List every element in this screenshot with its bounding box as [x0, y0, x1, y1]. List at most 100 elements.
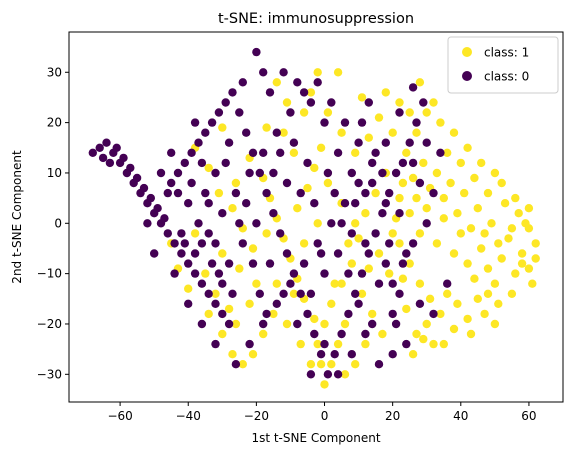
point-class-0 — [429, 309, 438, 319]
point-class-1 — [190, 229, 200, 238]
point-class-1 — [507, 289, 517, 298]
point-class-1 — [388, 229, 397, 238]
point-class-1 — [415, 279, 425, 288]
point-class-0 — [211, 299, 220, 308]
point-class-0 — [248, 259, 258, 268]
point-class-1 — [204, 309, 213, 319]
point-class-0 — [398, 259, 408, 268]
point-class-1 — [436, 309, 445, 319]
point-class-1 — [211, 289, 220, 298]
point-class-1 — [279, 128, 288, 137]
point-class-0 — [88, 148, 98, 157]
point-class-0 — [327, 219, 336, 228]
point-class-1 — [419, 158, 428, 168]
point-class-0 — [299, 88, 309, 97]
point-class-1 — [398, 274, 408, 283]
point-class-1 — [231, 178, 241, 188]
point-class-1 — [449, 128, 459, 137]
point-class-1 — [466, 224, 476, 233]
point-class-1 — [408, 350, 418, 359]
point-class-0 — [296, 289, 305, 298]
point-class-0 — [344, 269, 353, 278]
point-class-0 — [402, 339, 411, 349]
point-class-1 — [470, 173, 479, 183]
point-class-1 — [412, 193, 421, 203]
x-tick-label: 20 — [385, 409, 400, 423]
point-class-0 — [105, 158, 115, 168]
point-class-1 — [231, 319, 241, 329]
point-class-1 — [344, 239, 353, 248]
point-class-1 — [432, 239, 442, 248]
point-class-0 — [303, 309, 312, 319]
point-class-0 — [374, 279, 384, 288]
point-class-0 — [252, 219, 261, 228]
point-class-0 — [224, 138, 234, 147]
point-class-0 — [323, 370, 333, 379]
point-class-1 — [320, 380, 329, 389]
point-class-1 — [511, 269, 520, 278]
point-class-1 — [316, 360, 326, 369]
point-class-0 — [204, 229, 213, 238]
point-class-0 — [167, 148, 176, 157]
plot-area-frame — [68, 31, 564, 403]
point-class-1 — [323, 108, 333, 117]
point-class-1 — [477, 244, 486, 253]
point-class-0 — [333, 249, 343, 258]
point-class-0 — [337, 329, 346, 339]
point-class-0 — [412, 118, 421, 127]
point-class-1 — [453, 299, 462, 308]
y-tick-label: 10 — [47, 166, 62, 180]
y-tick-label: −30 — [37, 367, 62, 381]
legend: class: 1 class: 0 — [447, 36, 559, 94]
point-class-0 — [289, 269, 299, 278]
point-class-0 — [218, 279, 227, 288]
point-class-0 — [146, 193, 155, 203]
point-class-0 — [306, 289, 316, 298]
legend-marker-class-0 — [462, 71, 472, 81]
point-class-0 — [279, 289, 288, 298]
point-class-0 — [306, 370, 316, 379]
point-class-0 — [323, 168, 333, 178]
point-class-0 — [361, 188, 370, 198]
point-class-1 — [398, 178, 408, 188]
x-tick-label: −20 — [244, 409, 269, 423]
point-class-0 — [180, 239, 189, 248]
point-class-0 — [402, 249, 411, 258]
point-class-1 — [289, 289, 299, 298]
point-class-0 — [269, 209, 278, 218]
point-class-0 — [368, 319, 377, 329]
point-class-0 — [211, 168, 220, 178]
point-class-0 — [262, 188, 271, 198]
point-class-1 — [432, 168, 442, 178]
point-class-0 — [224, 319, 234, 329]
point-class-1 — [368, 309, 377, 319]
point-class-1 — [517, 259, 527, 268]
point-class-0 — [296, 188, 305, 198]
y-tick-label: 0 — [54, 216, 62, 230]
point-class-0 — [357, 118, 367, 127]
point-class-0 — [351, 199, 360, 208]
point-class-0 — [265, 88, 275, 97]
point-class-0 — [218, 209, 227, 218]
point-class-0 — [184, 199, 193, 208]
point-class-1 — [252, 279, 261, 288]
point-class-1 — [402, 148, 411, 157]
point-class-1 — [327, 299, 336, 308]
point-class-0 — [204, 199, 213, 208]
point-class-0 — [351, 289, 360, 298]
point-class-0 — [201, 188, 210, 198]
point-class-0 — [238, 239, 247, 248]
point-class-0 — [333, 370, 343, 379]
point-class-0 — [245, 339, 254, 349]
point-class-0 — [252, 47, 261, 57]
point-class-0 — [235, 108, 244, 117]
legend-marker-class-1 — [462, 47, 472, 57]
point-class-0 — [381, 138, 390, 147]
point-class-0 — [340, 199, 350, 208]
point-class-1 — [364, 133, 373, 142]
point-class-1 — [395, 193, 404, 203]
point-class-0 — [235, 219, 244, 228]
point-class-0 — [265, 259, 275, 268]
point-class-1 — [470, 274, 479, 283]
point-class-1 — [385, 269, 394, 278]
